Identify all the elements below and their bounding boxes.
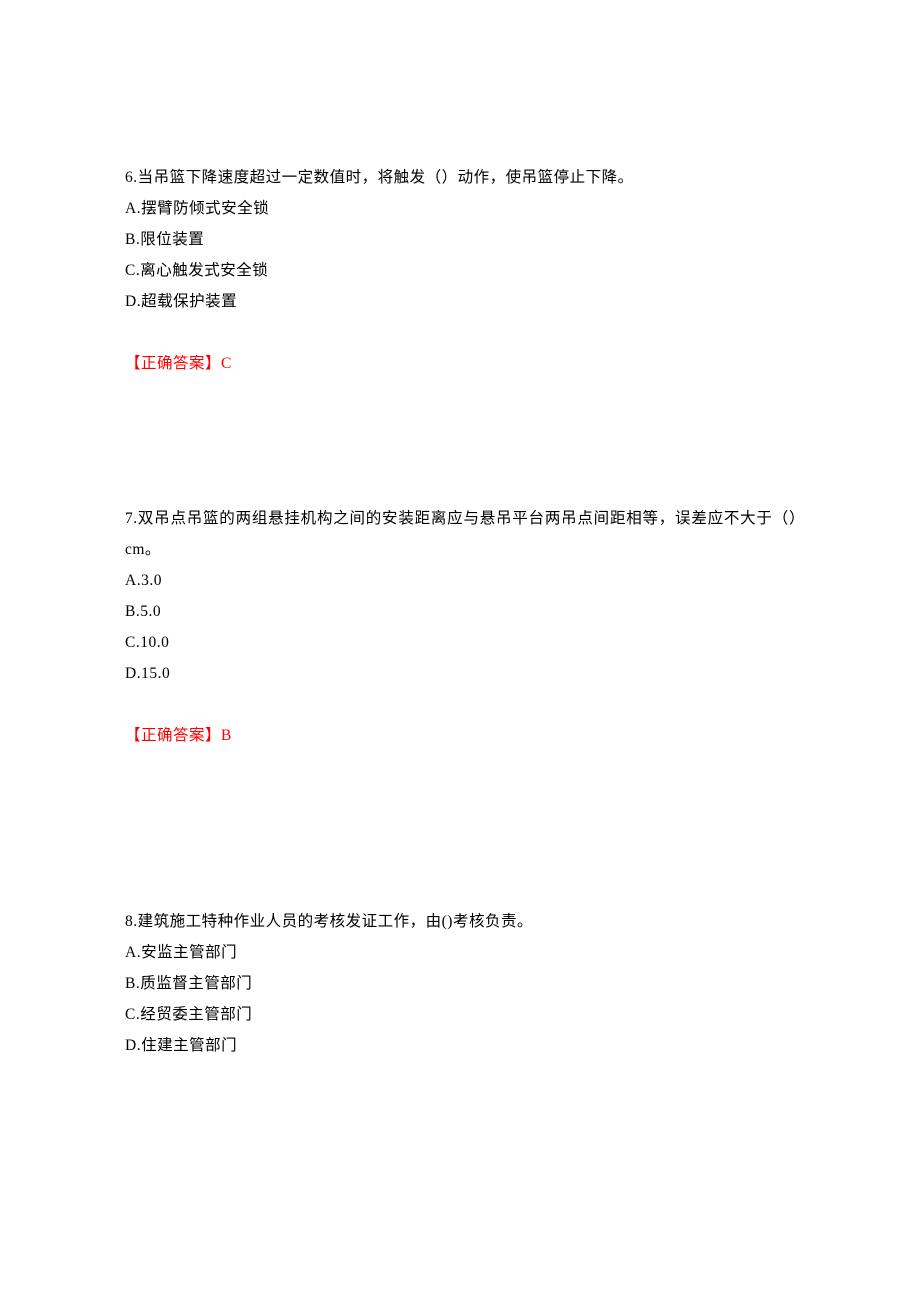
answer-label: 【正确答案】 [125,355,221,372]
option-d: D.住建主管部门 [125,1030,805,1061]
answer-value: C [221,355,232,372]
option-a: A.摆臂防倾式安全锁 [125,193,805,224]
answer-label: 【正确答案】 [125,727,221,744]
question-text: 7.双吊点吊篮的两组悬挂机构之间的安装距离应与悬吊平台两吊点间距相等，误差应不大… [125,503,805,565]
answer-value: B [221,727,232,744]
document-content: 6.当吊篮下降速度超过一定数值时，将触发（）动作，使吊篮停止下降。 A.摆臂防倾… [0,0,920,1061]
answer-line: 【正确答案】B [125,720,805,751]
option-a: A.3.0 [125,565,805,596]
option-d: D.15.0 [125,658,805,689]
spacer [125,379,805,503]
option-a: A.安监主管部门 [125,937,805,968]
question-text: 6.当吊篮下降速度超过一定数值时，将触发（）动作，使吊篮停止下降。 [125,162,805,193]
option-b: B.5.0 [125,596,805,627]
question-text: 8.建筑施工特种作业人员的考核发证工作，由()考核负责。 [125,906,805,937]
question-8: 8.建筑施工特种作业人员的考核发证工作，由()考核负责。 A.安监主管部门 B.… [125,906,805,1061]
option-b: B.质监督主管部门 [125,968,805,999]
option-c: C.10.0 [125,627,805,658]
option-d: D.超载保护装置 [125,286,805,317]
question-6: 6.当吊篮下降速度超过一定数值时，将触发（）动作，使吊篮停止下降。 A.摆臂防倾… [125,162,805,379]
question-7: 7.双吊点吊篮的两组悬挂机构之间的安装距离应与悬吊平台两吊点间距相等，误差应不大… [125,503,805,751]
option-c: C.经贸委主管部门 [125,999,805,1030]
option-c: C.离心触发式安全锁 [125,255,805,286]
option-b: B.限位装置 [125,224,805,255]
answer-line: 【正确答案】C [125,348,805,379]
spacer [125,751,805,906]
